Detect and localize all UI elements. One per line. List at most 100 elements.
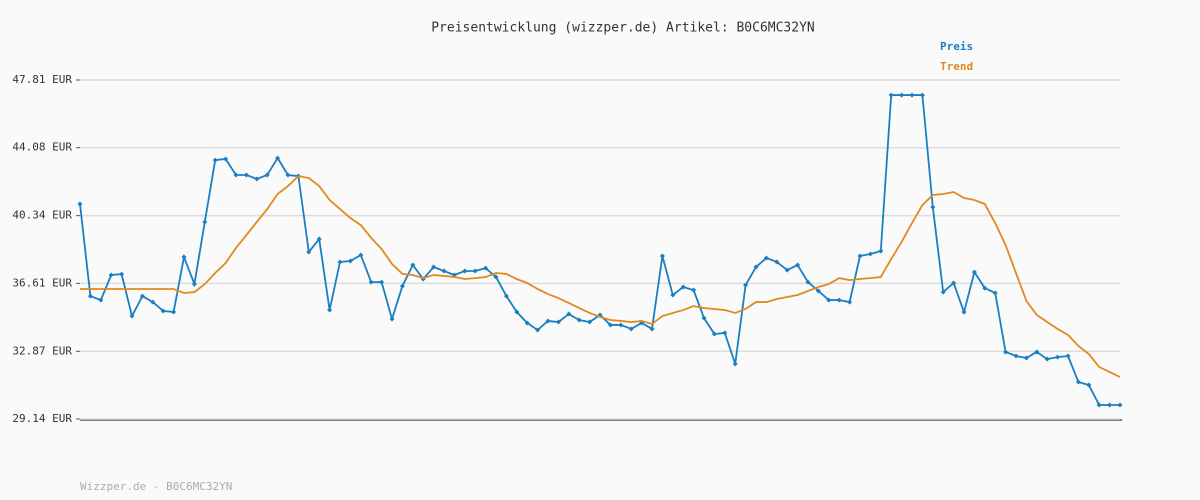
point [399, 283, 405, 289]
point [587, 319, 593, 325]
point [545, 318, 551, 324]
point [961, 309, 967, 315]
point [306, 249, 312, 255]
point [555, 319, 561, 325]
point [982, 285, 988, 291]
point [368, 279, 374, 285]
point [867, 251, 873, 257]
point [243, 172, 249, 178]
point [1096, 402, 1102, 408]
point [1044, 356, 1050, 362]
point [940, 289, 946, 295]
point [1013, 353, 1019, 359]
point [919, 92, 925, 98]
point [98, 297, 104, 303]
point [139, 293, 145, 299]
point [337, 259, 343, 265]
point [254, 176, 260, 182]
point [379, 279, 385, 285]
point [763, 255, 769, 261]
point [815, 288, 821, 294]
point [878, 248, 884, 254]
point [701, 315, 707, 321]
point [1034, 349, 1040, 355]
point [327, 307, 333, 313]
point [275, 155, 281, 161]
point [285, 172, 291, 178]
point [264, 172, 270, 178]
point [191, 281, 197, 287]
point [119, 271, 125, 277]
point [971, 269, 977, 275]
point [150, 299, 156, 305]
point [992, 290, 998, 296]
point [753, 264, 759, 270]
y-tick-label: 36.61 EUR [12, 276, 72, 289]
point [347, 258, 353, 264]
point [483, 265, 489, 271]
series-line [80, 175, 1121, 378]
point [472, 268, 478, 274]
point [202, 219, 208, 225]
point [732, 361, 738, 367]
point [108, 272, 114, 278]
point [171, 309, 177, 315]
point [847, 299, 853, 305]
point [1117, 402, 1123, 408]
y-tick-label: 44.08 EUR [12, 141, 72, 154]
point [233, 172, 239, 178]
point [566, 311, 572, 317]
point [930, 204, 936, 210]
point [722, 330, 728, 336]
point [431, 264, 437, 270]
point [618, 322, 624, 328]
point [649, 326, 655, 332]
point [181, 254, 187, 260]
point [836, 297, 842, 303]
point [358, 252, 364, 258]
point [628, 326, 634, 332]
footer: Wizzper.de - B0C6MC32YN [80, 480, 232, 493]
point [795, 262, 801, 268]
point [535, 327, 541, 333]
point [576, 317, 582, 323]
point [691, 287, 697, 293]
point [160, 308, 166, 314]
legend-label: Preis [940, 40, 973, 53]
point [659, 253, 665, 259]
point [441, 268, 447, 274]
point [711, 331, 717, 337]
point [857, 253, 863, 259]
point [462, 268, 468, 274]
point [909, 92, 915, 98]
point [1107, 402, 1113, 408]
point [493, 274, 499, 280]
y-tick-label: 47.81 EUR [12, 73, 72, 86]
point [223, 156, 229, 162]
point [1003, 349, 1009, 355]
point [129, 313, 135, 319]
point [607, 322, 613, 328]
point [1086, 382, 1092, 388]
point [888, 92, 894, 98]
point [899, 92, 905, 98]
legend-label: Trend [940, 60, 973, 73]
point [1065, 353, 1071, 359]
y-tick-label: 40.34 EUR [12, 209, 72, 222]
chart-title: Preisentwicklung (wizzper.de) Artikel: B… [431, 21, 815, 36]
point [784, 267, 790, 273]
point [316, 236, 322, 242]
point [826, 297, 832, 303]
point [514, 309, 520, 315]
point [410, 262, 416, 268]
point [670, 292, 676, 298]
point [212, 157, 218, 163]
point [951, 280, 957, 286]
point [1023, 355, 1029, 361]
point [774, 259, 780, 265]
point [805, 279, 811, 285]
point [743, 282, 749, 288]
point [503, 293, 509, 299]
